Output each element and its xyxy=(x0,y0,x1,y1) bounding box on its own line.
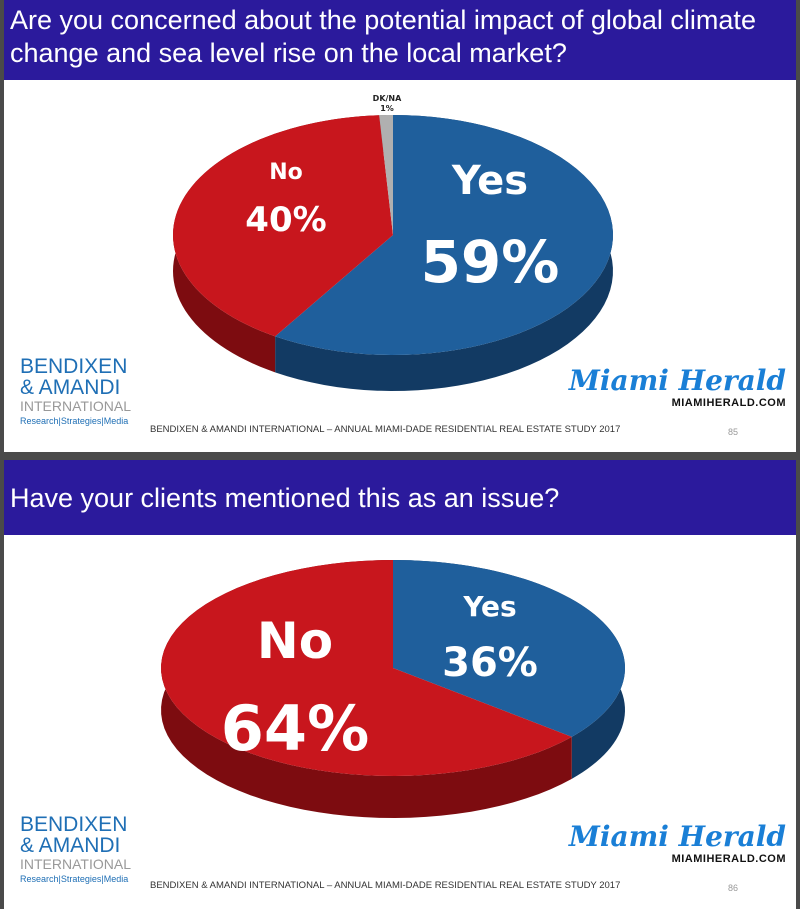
pie-slice-no xyxy=(161,560,572,776)
miami-herald-logo: Miami Herald MIAMIHERALD.COM xyxy=(568,364,786,409)
no-value: 64% xyxy=(220,692,370,765)
pie-slice-yes xyxy=(275,115,613,355)
pie-slice-yes xyxy=(393,560,625,737)
miami-herald-logo: Miami Herald MIAMIHERALD.COM xyxy=(568,820,786,865)
yes-label: Yes xyxy=(451,158,529,204)
page-number: 86 xyxy=(728,883,739,893)
bendixen-logo: BENDIXEN & AMANDI INTERNATIONAL Research|St… xyxy=(20,355,131,426)
page-number: 85 xyxy=(728,427,739,437)
yes-value: 36% xyxy=(442,640,538,686)
dkna-label: DK/NA 1% xyxy=(372,94,402,113)
pie-slice-no xyxy=(173,115,393,337)
slide-title: Are you concerned about the potential im… xyxy=(4,0,796,80)
footer-text: BENDIXEN & AMANDI INTERNATIONAL – ANNUAL… xyxy=(150,424,621,435)
pie-slice-dkna xyxy=(379,115,393,235)
pie-side-no xyxy=(161,560,572,818)
no-label: No xyxy=(256,612,334,670)
yes-label: Yes xyxy=(463,590,517,623)
yes-value: 59% xyxy=(420,228,560,296)
no-label: No xyxy=(269,160,303,185)
pie-side-yes xyxy=(275,115,613,391)
no-value: 40% xyxy=(245,200,327,240)
slide-title: Have your clients mentioned this as an i… xyxy=(4,460,796,535)
bendixen-logo: BENDIXEN & AMANDI INTERNATIONAL Research|St… xyxy=(20,813,131,884)
footer-text: BENDIXEN & AMANDI INTERNATIONAL – ANNUAL… xyxy=(150,880,621,891)
